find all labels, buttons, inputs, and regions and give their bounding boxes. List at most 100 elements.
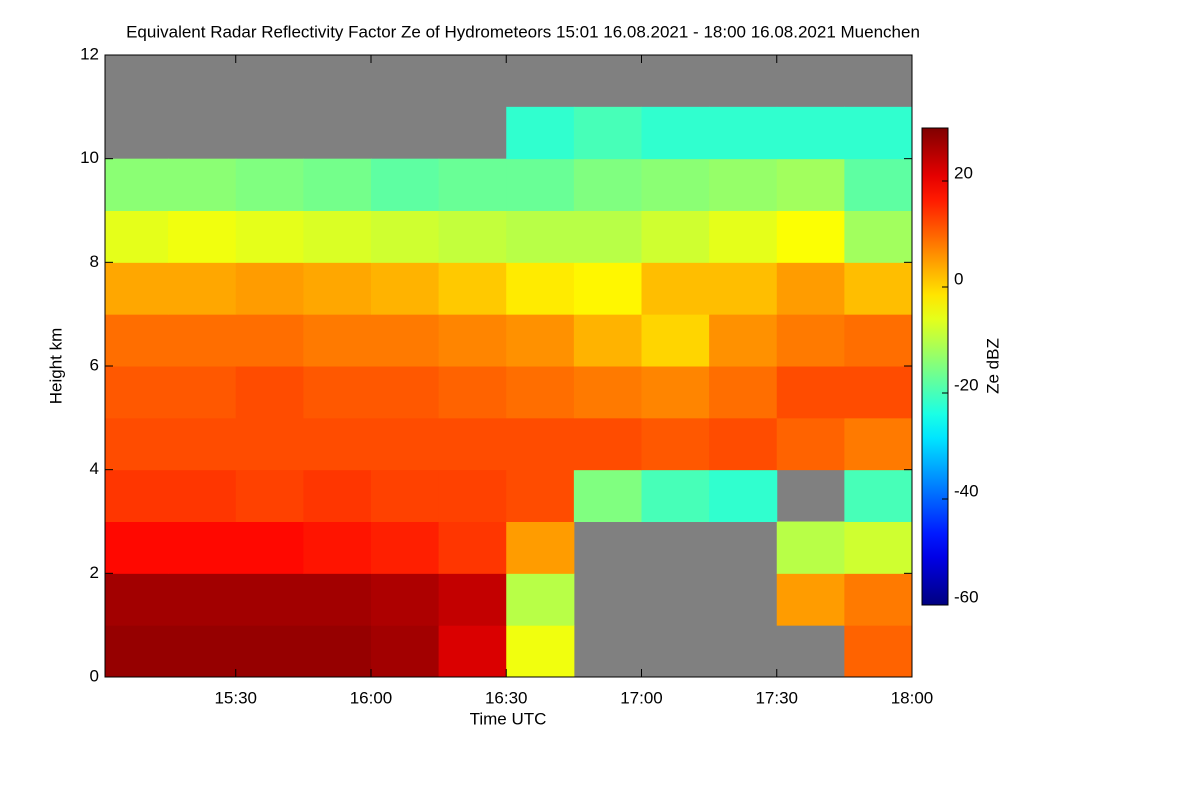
heatmap-cell xyxy=(641,469,710,522)
heatmap-cell xyxy=(168,521,237,574)
heatmap-cell xyxy=(235,625,304,678)
x-axis-label: Time UTC xyxy=(470,709,547,728)
y-tick-label: 0 xyxy=(90,666,99,685)
heatmap-cell xyxy=(641,314,710,367)
heatmap-cell xyxy=(438,573,507,626)
heatmap-cell xyxy=(844,521,913,574)
heatmap-cell xyxy=(438,158,507,211)
heatmap-cell xyxy=(168,625,237,678)
heatmap-cell xyxy=(105,417,169,471)
colorbar-tick-label: 0 xyxy=(954,269,963,288)
y-tick-label: 12 xyxy=(80,44,99,63)
colorbar-tick-label: -20 xyxy=(954,375,979,394)
heatmap-cell xyxy=(303,314,372,367)
heatmap-cell xyxy=(506,314,575,367)
heatmap-cell xyxy=(303,417,372,471)
heatmap-cell xyxy=(641,158,710,211)
y-axis-label: Height km xyxy=(46,328,65,405)
heatmap-cell xyxy=(438,314,507,367)
heatmap-cell xyxy=(168,469,237,522)
heatmap-cell xyxy=(573,262,642,315)
x-tick-label: 16:30 xyxy=(485,688,528,707)
heatmap-cell xyxy=(303,625,372,678)
y-tick-label: 4 xyxy=(90,459,99,478)
heatmap-cell xyxy=(235,210,304,263)
heatmap-cell xyxy=(776,262,845,315)
heatmap-cell xyxy=(506,625,575,678)
colorbar-tick-label: -60 xyxy=(954,587,979,606)
x-tick-label: 15:30 xyxy=(214,688,257,707)
heatmap-cell xyxy=(370,262,440,315)
heatmap-cell xyxy=(506,469,575,522)
heatmap-cell xyxy=(844,417,913,471)
heatmap-cell xyxy=(506,262,575,315)
heatmap-cell xyxy=(438,625,507,678)
heatmap-cell xyxy=(641,262,710,315)
heatmap-cell xyxy=(776,210,845,263)
heatmap-cell xyxy=(105,210,169,263)
heatmap-cell xyxy=(303,521,372,574)
heatmap-cell xyxy=(168,158,237,211)
heatmap-cell xyxy=(506,158,575,211)
heatmap-cell xyxy=(105,158,169,211)
heatmap-cell xyxy=(235,573,304,626)
heatmap-cell xyxy=(303,262,372,315)
heatmap-cell xyxy=(506,106,575,160)
heatmap-cell xyxy=(573,158,642,211)
heatmap-cell xyxy=(506,210,575,263)
heatmap-cell xyxy=(506,366,575,419)
heatmap-cell xyxy=(370,625,440,678)
heatmap-cell xyxy=(303,366,372,419)
heatmap-cell xyxy=(105,469,169,522)
heatmap-cell xyxy=(573,210,642,263)
heatmap-cell xyxy=(168,210,237,263)
heatmap-cell xyxy=(641,417,710,471)
heatmap-cell xyxy=(370,573,440,626)
heatmap-cell xyxy=(235,521,304,574)
x-tick-label: 18:00 xyxy=(891,688,934,707)
x-tick-label: 16:00 xyxy=(350,688,393,707)
colorbar-tick-label: -40 xyxy=(954,481,979,500)
heatmap-cell xyxy=(370,521,440,574)
x-tick-label: 17:30 xyxy=(755,688,798,707)
heatmap-cell xyxy=(105,625,169,678)
heatmap-cell xyxy=(573,366,642,419)
heatmap-cell xyxy=(105,366,169,419)
y-tick-label: 2 xyxy=(90,563,99,582)
heatmap-cell xyxy=(168,262,237,315)
heatmap-cell xyxy=(573,106,642,160)
heatmap-cell xyxy=(844,366,913,419)
heatmap-cell xyxy=(573,417,642,471)
heatmap-cell xyxy=(235,314,304,367)
heatmap-cell xyxy=(844,106,913,160)
heatmap-cell xyxy=(844,262,913,315)
heatmap-cell xyxy=(438,262,507,315)
heatmap-cell xyxy=(168,314,237,367)
heatmap-cell xyxy=(370,210,440,263)
heatmap-cell xyxy=(506,573,575,626)
heatmap-cell xyxy=(438,469,507,522)
heatmap-cell xyxy=(709,210,778,263)
heatmap-cell xyxy=(641,366,710,419)
heatmap-cell xyxy=(168,366,237,419)
heatmap-cell xyxy=(709,314,778,367)
heatmap-cell xyxy=(641,106,710,160)
heatmap-cell xyxy=(235,158,304,211)
heatmap-cell xyxy=(438,210,507,263)
heatmap-cell xyxy=(844,210,913,263)
heatmap-cell xyxy=(776,417,845,471)
y-tick-label: 6 xyxy=(90,355,99,374)
heatmap-cell xyxy=(776,314,845,367)
heatmap-cell xyxy=(105,521,169,574)
heatmap-cell xyxy=(776,573,845,626)
heatmap-cell xyxy=(235,469,304,522)
heatmap-cell xyxy=(709,417,778,471)
heatmap-cell xyxy=(573,469,642,522)
y-tick-label: 8 xyxy=(90,252,99,271)
heatmap-cell xyxy=(105,573,169,626)
y-tick-label: 10 xyxy=(80,148,99,167)
heatmap-cell xyxy=(370,314,440,367)
chart-title: Equivalent Radar Reflectivity Factor Ze … xyxy=(126,22,920,41)
